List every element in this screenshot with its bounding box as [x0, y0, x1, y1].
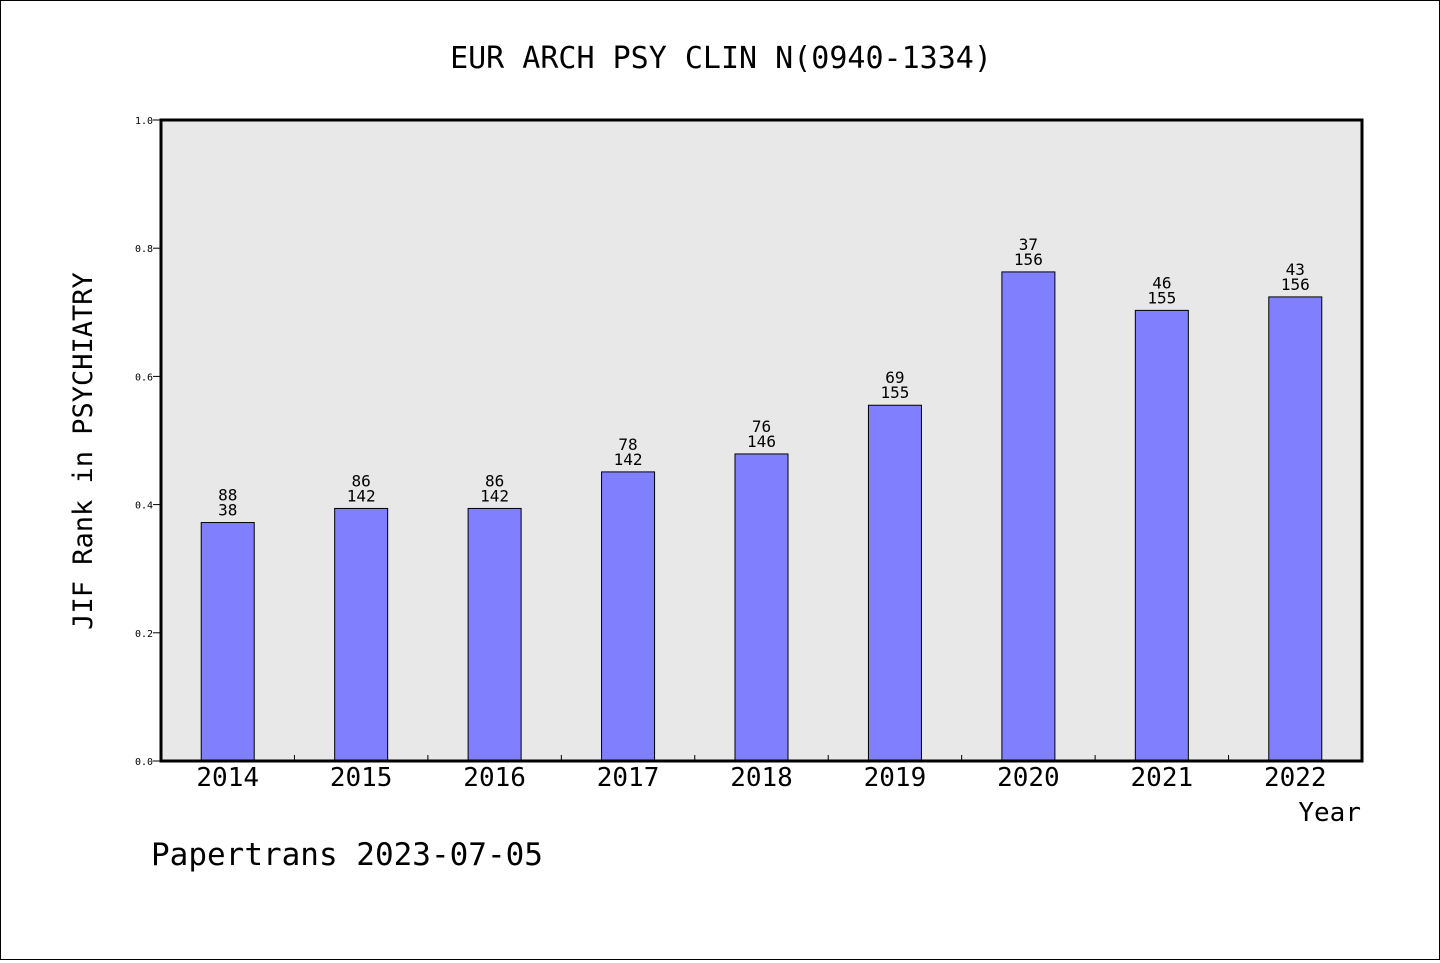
y-tick-label: 1.0	[135, 116, 153, 127]
bar-total-label: 156	[1281, 275, 1310, 294]
bar	[734, 453, 789, 762]
y-axis: 0.0 0.2 0.4 0.6 0.8 1.0	[135, 116, 161, 768]
bar	[467, 507, 522, 762]
bar-rank-label: 76	[752, 417, 771, 436]
chart-title: EUR ARCH PSY CLIN N(0940-1334)	[450, 41, 992, 76]
bar-rank-label: 86	[485, 471, 504, 490]
y-tick-label: 0.6	[135, 372, 153, 383]
y-tick-label: 0.4	[135, 501, 153, 512]
x-axis-label: Year	[1298, 798, 1361, 828]
bar-total-label: 155	[880, 383, 909, 402]
y-tick-label: 0.0	[135, 757, 153, 768]
bar-rank-label: 88	[218, 486, 237, 505]
bar-rank-label: 37	[1019, 235, 1038, 254]
bar	[601, 471, 656, 762]
x-tick-label: 2020	[997, 763, 1060, 793]
bar	[1001, 271, 1056, 762]
bar-total-label: 142	[614, 450, 643, 469]
y-axis-label: JIF Rank in PSYCHIATRY	[68, 272, 99, 630]
x-tick-label: 2015	[330, 763, 393, 793]
x-tick-label: 2019	[864, 763, 927, 793]
x-tick-label: 2018	[730, 763, 793, 793]
bar	[867, 404, 922, 762]
x-tick-label: 2021	[1131, 763, 1194, 793]
y-tick-label: 0.2	[135, 629, 153, 640]
bar-total-label: 142	[347, 486, 376, 505]
x-tick-label: 2016	[463, 763, 526, 793]
bar-total-label: 38	[218, 501, 237, 520]
bar	[200, 522, 255, 762]
footer-credit: Papertrans 2023-07-05	[151, 837, 543, 873]
bar-total-label: 142	[480, 486, 509, 505]
bar	[334, 507, 389, 762]
bar-total-label: 156	[1014, 250, 1043, 269]
x-tick-label: 2017	[597, 763, 660, 793]
bar-rank-label: 69	[885, 368, 904, 387]
bar-total-label: 155	[1147, 288, 1176, 307]
bar-rank-label: 43	[1286, 260, 1305, 279]
bar-total-label: 146	[747, 432, 776, 451]
bar	[1134, 309, 1189, 762]
plot-border	[159, 118, 1364, 763]
bar-rank-label: 46	[1152, 273, 1171, 292]
bar	[1268, 296, 1323, 762]
x-tick-label: 2014	[196, 763, 259, 793]
bar-rank-label: 78	[618, 435, 637, 454]
x-tick-label: 2022	[1264, 763, 1327, 793]
x-axis: 2014 2015 2016 2017 2018 2019 2020 2021 2022	[196, 755, 1327, 793]
y-tick-label: 0.8	[135, 244, 153, 255]
bar-rank-label: 86	[352, 471, 371, 490]
